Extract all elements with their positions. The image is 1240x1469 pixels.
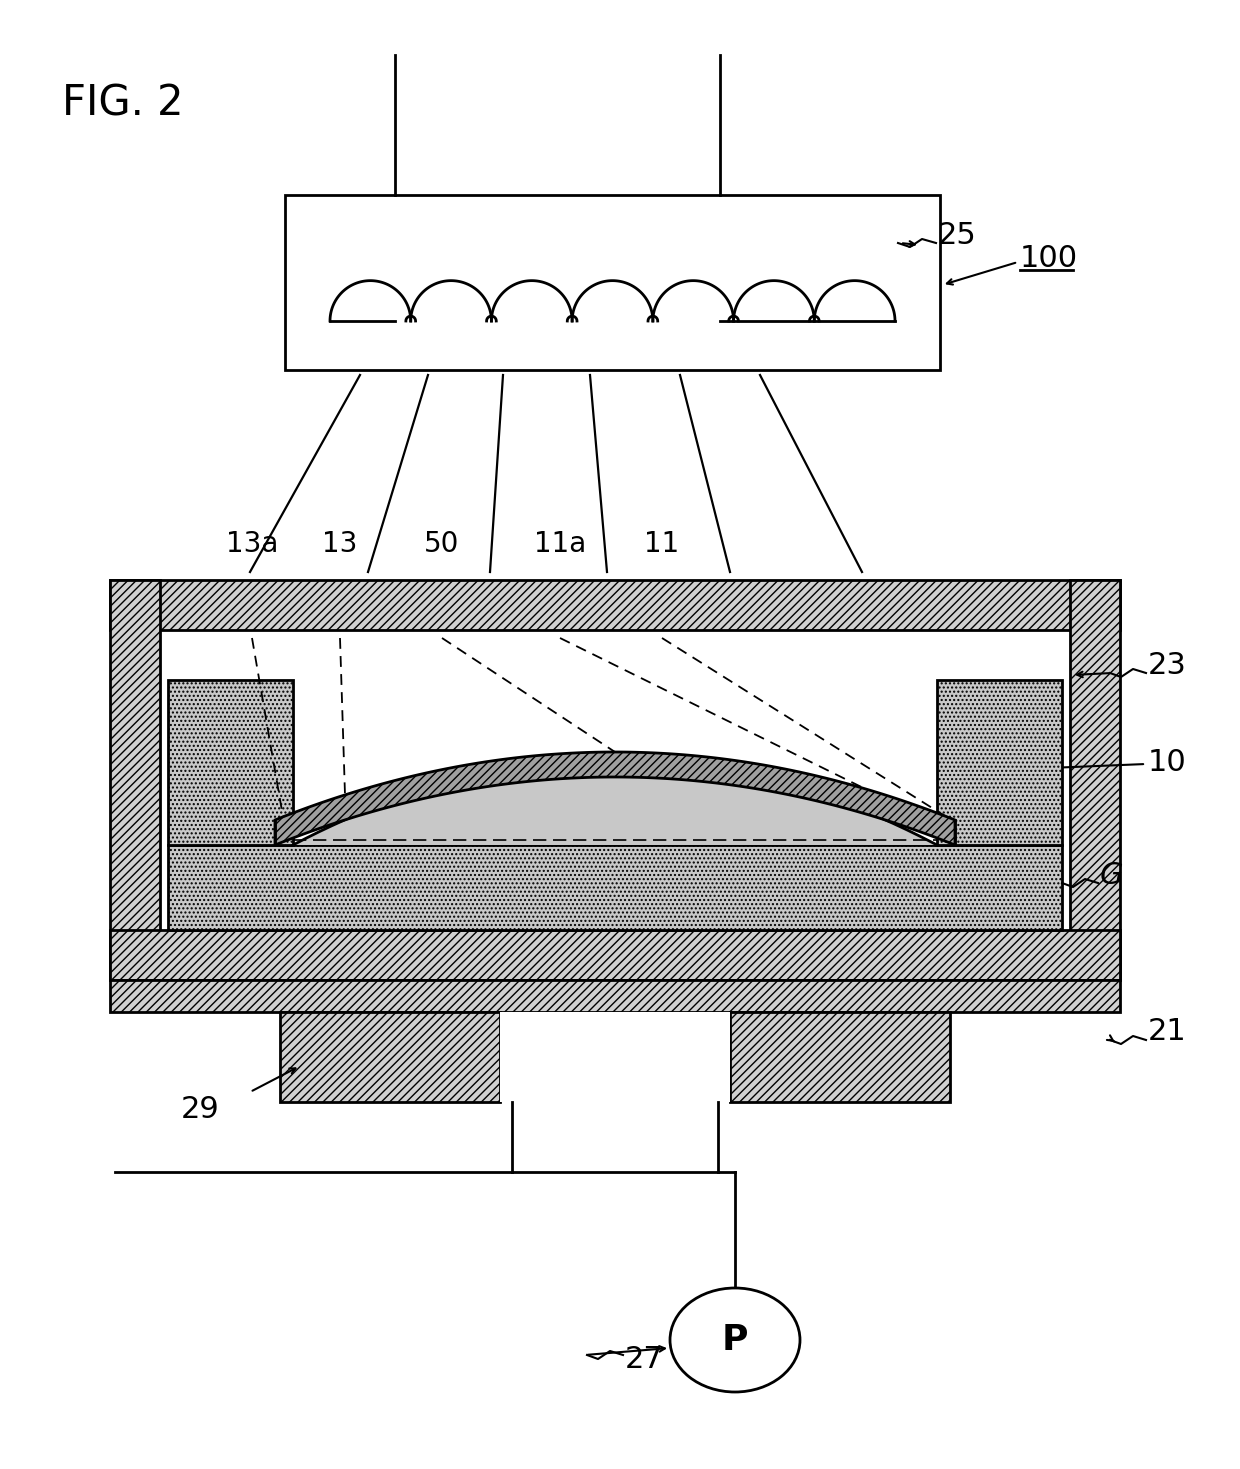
Bar [110,980,1120,1012]
Polygon shape [293,759,937,845]
Text: 100: 100 [1021,244,1078,273]
Bar [160,630,1070,930]
Text: 11: 11 [645,530,680,558]
Text: 23: 23 [1148,651,1187,680]
Text: 21: 21 [1148,1018,1187,1046]
Polygon shape [275,752,955,845]
Text: 27: 27 [625,1346,663,1375]
Bar [110,930,1120,980]
Text: 13a: 13a [226,530,278,558]
Bar [1070,580,1120,980]
Bar [167,680,293,845]
Bar [937,680,1061,845]
Text: 10: 10 [1148,748,1187,777]
Text: 29: 29 [181,1094,219,1124]
Text: P: P [722,1324,748,1357]
Text: 13: 13 [322,530,357,558]
Bar [110,580,160,980]
Bar [285,195,940,370]
Bar [167,845,1061,930]
Text: 11a: 11a [534,530,587,558]
Ellipse shape [670,1288,800,1393]
Bar [110,580,1120,630]
Bar [500,1012,730,1102]
Bar [730,1012,950,1102]
Text: 50: 50 [424,530,460,558]
Text: G: G [1100,861,1123,890]
Text: 25: 25 [937,220,977,250]
Bar [280,1012,500,1102]
Text: FIG. 2: FIG. 2 [62,82,184,123]
